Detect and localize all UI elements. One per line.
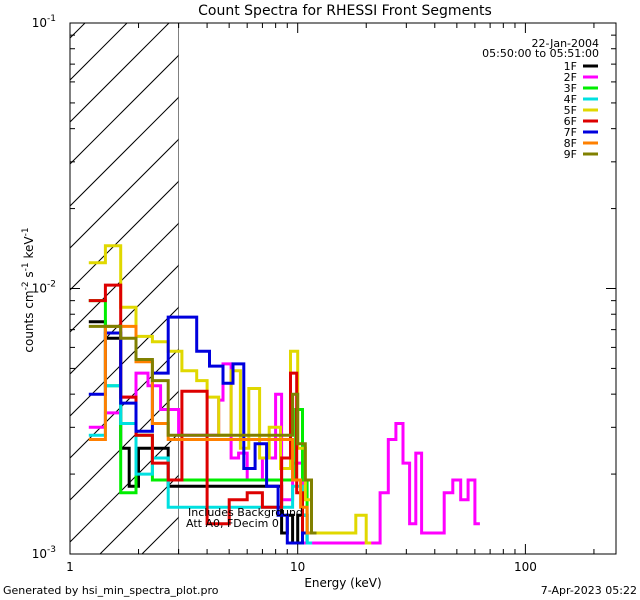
- legend-label-9F: 9F: [564, 148, 577, 161]
- hatch-line: [70, 23, 170, 123]
- series-layer: [88, 244, 480, 545]
- hatch-line: [70, 180, 179, 291]
- legend-label-6F: 6F: [564, 115, 577, 128]
- hatch-line: [70, 390, 179, 501]
- x-tick-label: 1: [66, 560, 74, 574]
- series-6F-line: [88, 283, 308, 535]
- axes: 1 10 100 10-3 10-2 10-1: [32, 14, 616, 574]
- legend-label-5F: 5F: [564, 104, 577, 117]
- hatch-line: [70, 23, 128, 81]
- series-5F-line: [88, 244, 372, 545]
- time-range-label: 05:50:00 to 05:51:00: [482, 47, 599, 60]
- hatch-line: [70, 432, 179, 543]
- legend-label-8F: 8F: [564, 137, 577, 150]
- footer-generator: Generated by hsi_min_spectra_plot.pro: [3, 584, 219, 597]
- footer-timestamp: 7-Apr-2023 05:22: [541, 584, 637, 597]
- chart-title: Count Spectra for RHESSI Front Segments: [198, 3, 492, 19]
- hatch-line: [226, 0, 640, 554]
- hatch-line: [0, 0, 112, 554]
- legend-label-4F: 4F: [564, 93, 577, 106]
- series-9F-line: [88, 324, 317, 535]
- y-tick-label: 10-2: [32, 280, 56, 296]
- hatch-line: [70, 96, 179, 207]
- date-label: 22-Jan-2004: [532, 37, 600, 50]
- hatch-line: [268, 0, 640, 554]
- x-tick-label: 100: [514, 560, 537, 574]
- y-axis-label: counts cm-2 s-1 keV-1: [21, 227, 36, 352]
- y-tick-label: 10-3: [32, 545, 56, 561]
- hatch-line: [70, 222, 179, 333]
- hatch-line: [70, 348, 179, 459]
- legend-label-2F: 2F: [564, 71, 577, 84]
- legend-label-1F: 1F: [564, 60, 577, 73]
- x-tick-label: 10: [290, 560, 305, 574]
- y-tick-label: 10-1: [32, 14, 56, 30]
- x-axis-label: Energy (keV): [304, 576, 381, 590]
- background-annotation: Includes Background: [188, 506, 303, 519]
- legend-label-7F: 7F: [564, 126, 577, 139]
- hatched-region: [0, 0, 640, 554]
- series-7F-line: [88, 315, 308, 545]
- legend-label-3F: 3F: [564, 82, 577, 95]
- attenuator-annotation: Att A0, FDecim 0: [186, 517, 279, 530]
